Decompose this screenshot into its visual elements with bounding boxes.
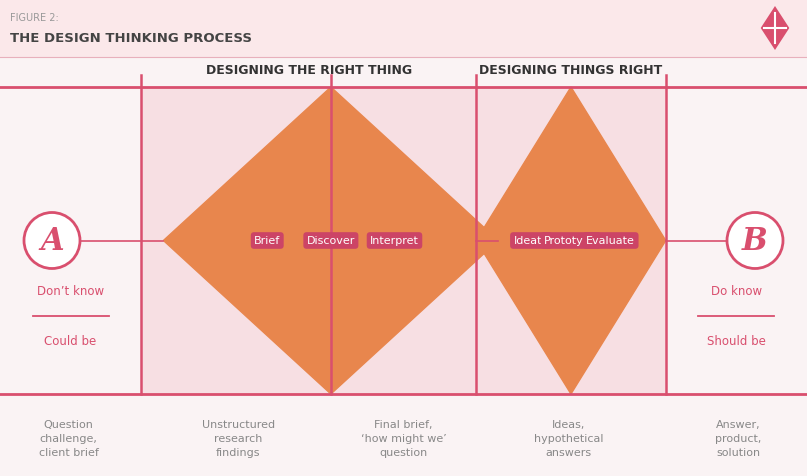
Text: Evaluate: Evaluate [587, 236, 635, 246]
Text: Brief: Brief [254, 236, 280, 246]
Text: Prototype: Prototype [544, 236, 598, 246]
Text: FIGURE 2:: FIGURE 2: [10, 13, 59, 23]
Text: Should be: Should be [707, 334, 766, 347]
Text: DESIGNING THINGS RIGHT: DESIGNING THINGS RIGHT [479, 63, 663, 76]
Text: DIVERGING: DIVERGING [513, 137, 556, 198]
Text: Do know: Do know [711, 284, 762, 298]
Text: Unstructured
research
findings: Unstructured research findings [202, 419, 274, 457]
Text: Don’t know: Don’t know [37, 284, 104, 298]
Text: Ideas,
hypothetical
answers: Ideas, hypothetical answers [534, 419, 604, 457]
Text: B: B [742, 226, 768, 257]
Polygon shape [761, 7, 789, 51]
Text: CONVERGING: CONVERGING [362, 138, 427, 198]
Circle shape [24, 213, 80, 269]
Text: Answer,
product,
solution: Answer, product, solution [715, 419, 762, 457]
Polygon shape [476, 88, 666, 394]
Text: Question
challenge,
client brief: Question challenge, client brief [39, 419, 98, 457]
Bar [0, 0, 807, 58]
Text: DIVERGING: DIVERGING [240, 142, 295, 193]
Polygon shape [164, 88, 499, 394]
Text: Final brief,
‘how might we’
question: Final brief, ‘how might we’ question [361, 419, 446, 457]
Bar [141, 88, 476, 394]
Text: A: A [40, 226, 64, 257]
Text: Interpret: Interpret [370, 236, 419, 246]
Text: Could be: Could be [44, 334, 97, 347]
Text: THE DESIGN THINKING PROCESS: THE DESIGN THINKING PROCESS [10, 31, 252, 44]
Circle shape [727, 213, 783, 269]
Text: Ideate: Ideate [513, 236, 549, 246]
Text: DESIGNING THE RIGHT THING: DESIGNING THE RIGHT THING [206, 63, 412, 76]
Text: CONVERGING: CONVERGING [583, 132, 632, 203]
Text: Discover: Discover [307, 236, 355, 246]
Bar [476, 88, 666, 394]
